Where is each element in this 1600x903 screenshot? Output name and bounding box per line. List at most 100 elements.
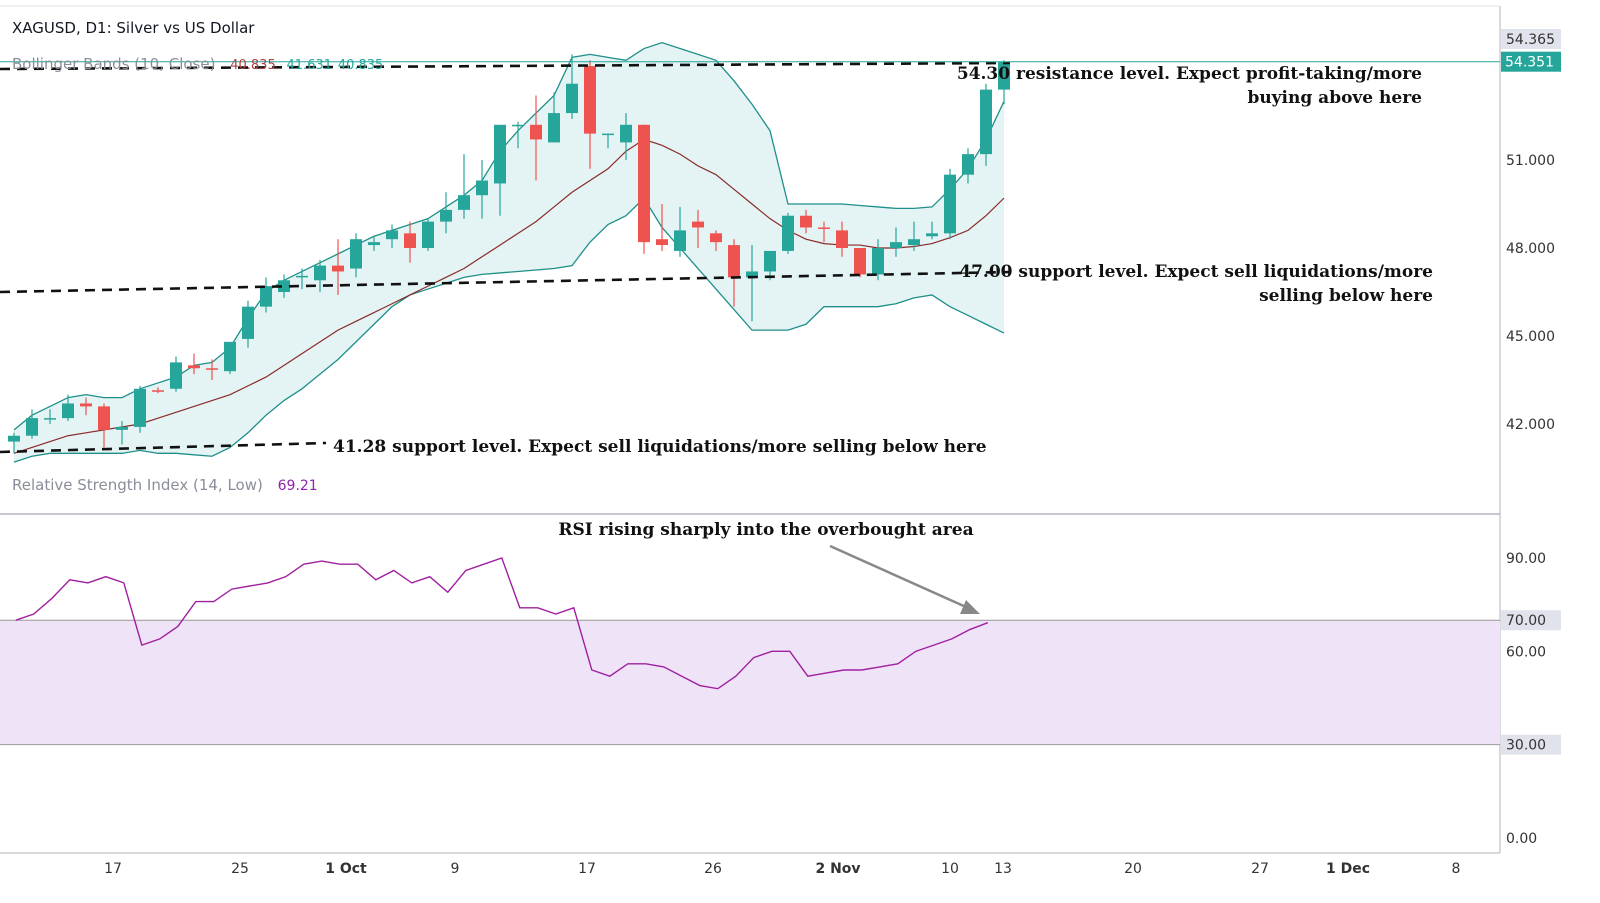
rsi-tick-bg [1501, 610, 1561, 631]
levels-layer [0, 61, 1500, 454]
bollinger-legend[interactable]: Bollinger Bands (10, Close) 40.835 41.63… [12, 55, 383, 73]
date-tick-label: 25 [231, 861, 249, 877]
candle-body [296, 275, 308, 278]
candle-body [170, 362, 182, 389]
price-tick-label: 45.000 [1506, 329, 1555, 345]
rsi-legend-label: Relative Strength Index (14, Low) [12, 476, 263, 494]
date-tick-label: 20 [1124, 861, 1142, 877]
support47-annotation-line1: 47.00 support level. Expect sell liquida… [959, 262, 1433, 282]
bollinger-legend-label: Bollinger Bands (10, Close) [12, 55, 215, 73]
candle-body [350, 239, 362, 269]
candle-body [224, 341, 236, 372]
candle-body [818, 227, 830, 229]
candle-body [386, 230, 398, 240]
candle-body [890, 242, 902, 248]
candle-body [98, 406, 110, 430]
resistance-annotation-line2: buying above here [1247, 88, 1422, 108]
candle-body [512, 124, 524, 127]
rsi-layer [15, 557, 989, 690]
date-tick-label: 10 [941, 861, 959, 877]
rsi-line [15, 557, 989, 690]
bollinger-lower-line [13, 197, 1005, 463]
support-41-line [0, 441, 327, 454]
candle-body [62, 403, 74, 419]
date-tick-label: 17 [578, 861, 596, 877]
candle-body [620, 124, 632, 143]
axis-layer: 54.365 51.000 48.000 45.000 42.000 54.351 90.0… [104, 29, 1561, 877]
candle-body [728, 245, 740, 278]
price-tick-label: 42.000 [1506, 417, 1555, 433]
candle-body [980, 89, 992, 155]
candle-body [944, 174, 956, 234]
candle-body [566, 83, 578, 114]
rsi-tick-label: 60.00 [1506, 644, 1546, 660]
candle-body [206, 368, 218, 370]
bollinger-lower-value: 40.835 [338, 58, 384, 73]
support-47-line [0, 270, 1011, 294]
candle-body [782, 215, 794, 251]
date-tick-label: 8 [1452, 861, 1461, 877]
candle-body [440, 209, 452, 222]
price-tick-label: 51.000 [1506, 153, 1555, 169]
price-tick-label: 48.000 [1506, 241, 1555, 257]
rsi-legend[interactable]: Relative Strength Index (14, Low) 69.21 [12, 476, 318, 494]
candle-body [692, 221, 704, 228]
rsi-tick-label: 90.00 [1506, 551, 1546, 567]
date-tick-label: 26 [704, 861, 722, 877]
rsi-band-layer [0, 619, 1500, 746]
candles-layer [8, 54, 1010, 454]
candle-body [926, 233, 938, 237]
candle-body [764, 250, 776, 272]
rsi-tick-label: 30.00 [1506, 738, 1546, 754]
candle-body [134, 388, 146, 427]
candle-body [368, 242, 380, 246]
date-tick-label: 1 Dec [1326, 861, 1370, 877]
rsi-annotation: RSI rising sharply into the overbought a… [558, 520, 973, 540]
bollinger-upper-value: 41.631 [287, 58, 333, 73]
candle-body [476, 180, 488, 196]
candle-body [674, 230, 686, 251]
candle-body [458, 195, 470, 210]
price-tick-bg [1501, 29, 1561, 49]
support41-annotation: 41.28 support level. Expect sell liquida… [333, 437, 987, 457]
rsi-tick-label: 0.00 [1506, 831, 1537, 847]
rsi-annotation-arrowhead [960, 600, 980, 614]
candle-body [962, 154, 974, 175]
candle-body [152, 390, 164, 392]
support47-annotation-line2: selling below here [1259, 286, 1433, 306]
candle-body [998, 61, 1010, 90]
candle-body [494, 124, 506, 184]
candle-body [800, 215, 812, 228]
rsi-tick-label: 70.00 [1506, 613, 1546, 629]
candle-body [584, 66, 596, 134]
bollinger-basis-value: 40.835 [230, 58, 276, 73]
candle-body [602, 133, 614, 136]
candle-body [116, 426, 128, 430]
rsi-annotation-arrow [829, 544, 967, 609]
candle-body [854, 248, 866, 275]
candle-body [908, 239, 920, 246]
candle-body [26, 418, 38, 436]
resistance-annotation-line1: 54.30 resistance level. Expect profit-ta… [957, 64, 1422, 84]
candle-body [836, 230, 848, 248]
candle-body [44, 418, 56, 420]
current-price-label: 54.351 [1505, 55, 1554, 71]
current-price-badge [1501, 51, 1561, 72]
candle-body [548, 113, 560, 143]
candle-body [746, 271, 758, 278]
resistance-line [0, 61, 1011, 71]
bollinger-band-fill [14, 42, 1004, 463]
candle-body [188, 365, 200, 369]
rsi-tick-bg [1501, 734, 1561, 755]
candle-body [530, 124, 542, 140]
price-tick-label: 54.365 [1506, 32, 1555, 48]
date-tick-label: 17 [104, 861, 122, 877]
date-tick-label: 2 Nov [815, 861, 860, 877]
candle-body [242, 306, 254, 339]
candle-body [260, 286, 272, 307]
date-tick-label: 27 [1251, 861, 1269, 877]
rsi-legend-value: 69.21 [278, 478, 318, 494]
candle-body [314, 265, 326, 281]
candle-body [638, 124, 650, 243]
